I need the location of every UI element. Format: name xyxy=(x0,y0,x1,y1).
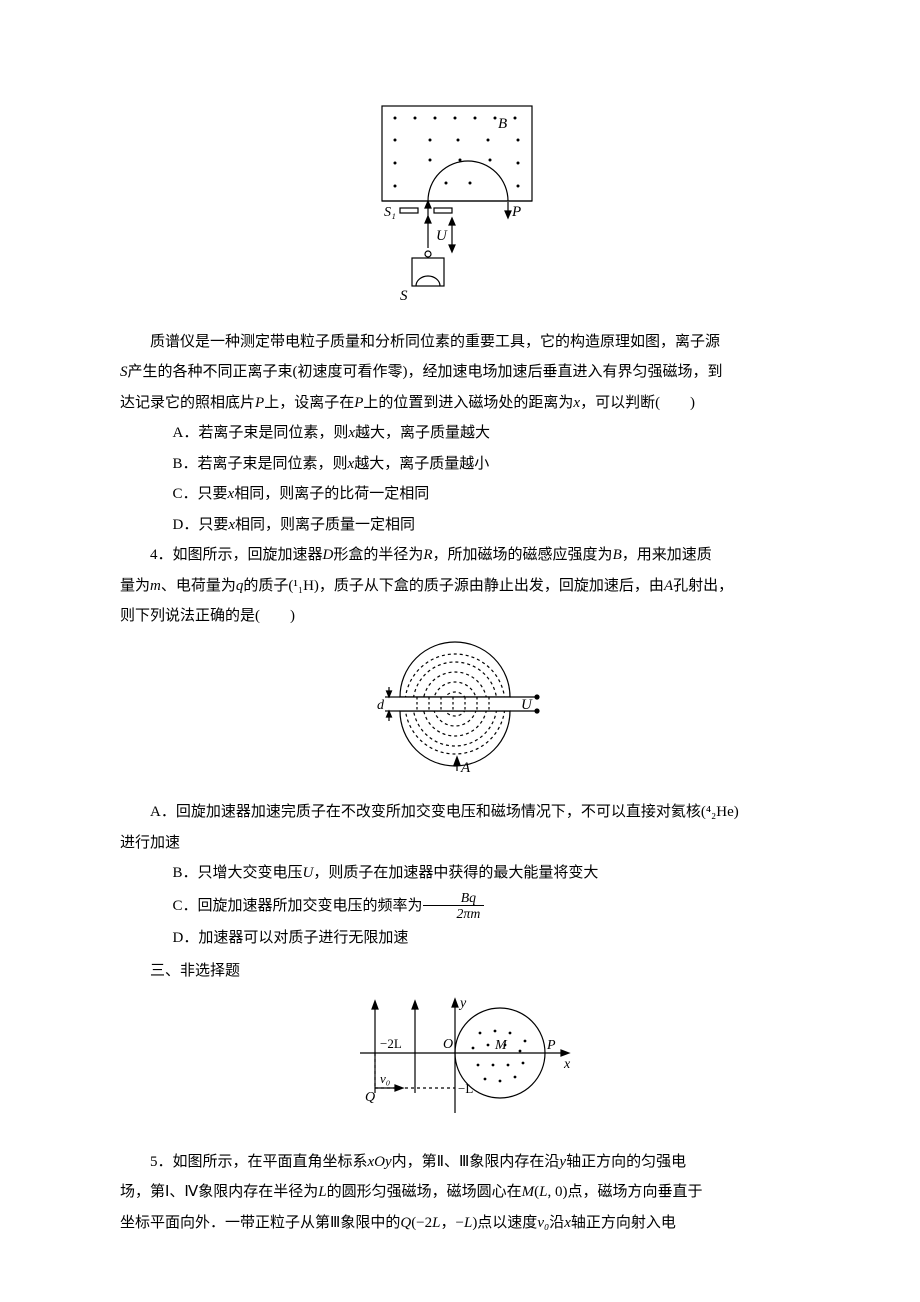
q4-optB: B．只增大交变电压U，则质子在加速器中获得的最大能量将变大 xyxy=(120,859,800,888)
q3-line1: 质谱仪是一种测定带电粒子质量和分析同位素的重要工具，它的构造原理如图，离子源 xyxy=(120,328,800,357)
figure-cyclotron: d U A xyxy=(120,639,800,785)
fig1-label-S1: S₁ xyxy=(384,205,396,220)
fig3-neg2L: −2L xyxy=(380,1036,402,1051)
q4-optD: D．加速器可以对质子进行无限加速 xyxy=(120,924,800,953)
fig1-label-U: U xyxy=(436,228,448,244)
xoy-svg: y x O M P −2L v₀ Q −L xyxy=(340,993,580,1123)
fig3-negL: −L xyxy=(458,1081,473,1096)
fig1-label-B: B xyxy=(498,116,507,132)
q3-optC: C．只要x相同，则离子的比荷一定相同 xyxy=(120,480,800,509)
q4-optA-line2: 进行加速 xyxy=(120,829,800,858)
q5-line3: 坐标平面向外．一带正粒子从第Ⅲ象限中的Q(−2L，−L)点以速度v₀沿x轴正方向… xyxy=(120,1209,800,1238)
q4-line1: 4．如图所示，回旋加速器D形盒的半径为R，所加磁场的磁感应强度为B，用来加速质 xyxy=(120,541,800,570)
q5-line2: 场，第Ⅰ、Ⅳ象限内存在半径为L的圆形匀强磁场，磁场圆心在M(L, 0)点，磁场方… xyxy=(120,1178,800,1207)
figure-xoy: y x O M P −2L v₀ Q −L xyxy=(120,993,800,1134)
fig3-P: P xyxy=(546,1038,556,1053)
mass-spec-svg: B S₁ P U S xyxy=(370,98,550,303)
fig2-label-A: A xyxy=(460,760,471,774)
fig2-label-d: d xyxy=(377,698,385,713)
figure-mass-spectrometer: B S₁ P U S xyxy=(120,98,800,314)
q4-optA: A．回旋加速器加速完质子在不改变所加交变电压和磁场情况下，不可以直接对氦核(⁴₂… xyxy=(120,798,800,827)
q3-optB: B．若离子束是同位素，则x越大，离子质量越小 xyxy=(120,450,800,479)
fig3-Q: Q xyxy=(365,1090,375,1105)
q3-line3: 达记录它的照相底片P上，设离子在P上的位置到进入磁场处的距离为x，可以判断( ) xyxy=(120,389,800,418)
q3-optA: A．若离子束是同位素，则x越大，离子质量越大 xyxy=(120,419,800,448)
q4-line3: 则下列说法正确的是( ) xyxy=(120,602,800,631)
q3-optD: D．只要x相同，则离子质量一定相同 xyxy=(120,511,800,540)
fig1-label-P: P xyxy=(511,204,521,220)
fig3-y: y xyxy=(458,996,467,1011)
fig3-M: M xyxy=(494,1038,508,1053)
q5-line1: 5．如图所示，在平面直角坐标系xOy内，第Ⅱ、Ⅲ象限内存在沿y轴正方向的匀强电 xyxy=(120,1148,800,1177)
cyclotron-svg: d U A xyxy=(365,639,555,774)
q4-optC: C．回旋加速器所加交变电压的频率为Bq2πm xyxy=(120,890,800,923)
q4-line2: 量为m、电荷量为q的质子(¹₁H)，质子从下盒的质子源由静止出发，回旋加速后，由… xyxy=(120,572,800,601)
fig3-v0: v₀ xyxy=(380,1071,390,1086)
fig1-label-S: S xyxy=(400,288,408,303)
fig3-O: O xyxy=(443,1037,453,1052)
q3-line2: S产生的各种不同正离子束(初速度可看作零)，经加速电场加速后垂直进入有界匀强磁场… xyxy=(120,358,800,387)
fig3-x: x xyxy=(563,1057,571,1072)
fig2-label-U: U xyxy=(521,697,533,713)
section-3: 三、非选择题 xyxy=(120,957,800,986)
